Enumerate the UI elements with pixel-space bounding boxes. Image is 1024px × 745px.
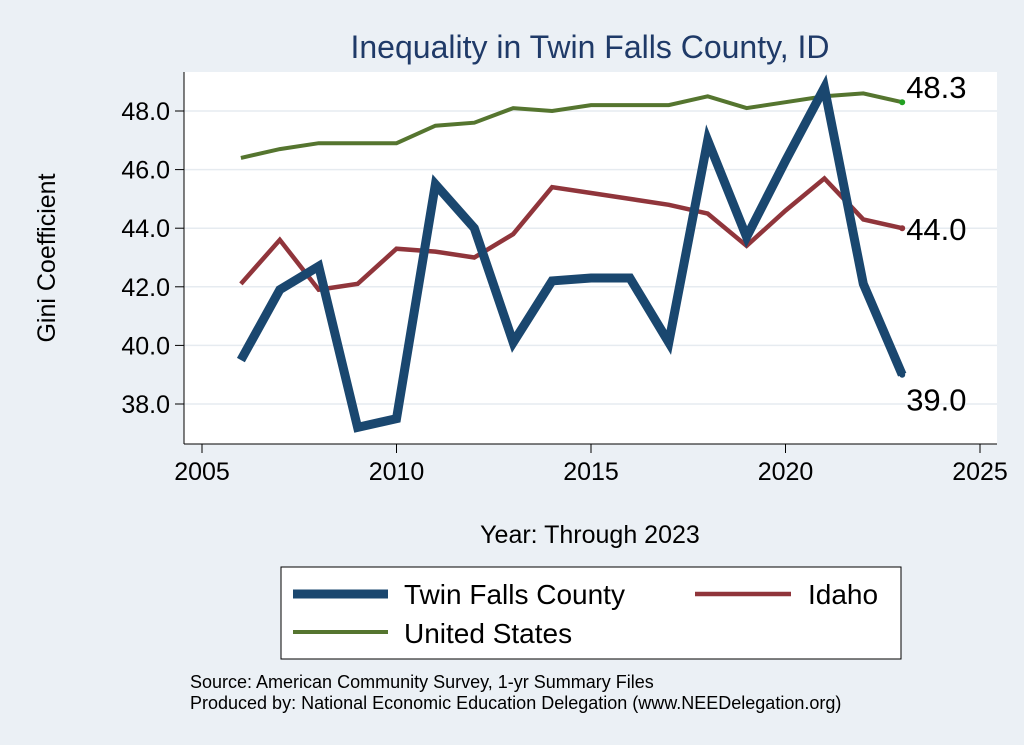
- y-tick-label: 44.0: [121, 215, 170, 243]
- series-lines: [236, 74, 907, 433]
- source-note: Source: American Community Survey, 1-yr …: [190, 672, 654, 692]
- producer-note: Produced by: National Economic Education…: [190, 693, 841, 713]
- series-line-twin-falls-county: [236, 74, 907, 433]
- legend-label: Idaho: [808, 579, 878, 610]
- axes: 38.0 40.0 42.0 44.0 46.0 48.0 2005 2010 2015 2020…: [121, 72, 1008, 486]
- end-label: 39.0: [906, 383, 966, 418]
- y-tick-label: 40.0: [121, 332, 170, 360]
- legend-label: Twin Falls County: [404, 579, 625, 610]
- y-tick-label: 48.0: [121, 98, 170, 126]
- x-tick-label: 2020: [758, 458, 814, 486]
- y-axis-title: Gini Coefficient: [33, 173, 61, 342]
- y-tick-label: 38.0: [121, 391, 170, 419]
- plot-area: [184, 72, 997, 444]
- series-end-point: [899, 225, 906, 232]
- x-tick-label: 2025: [952, 458, 1008, 486]
- legend-box: [280, 566, 902, 660]
- series-end-point: [899, 371, 906, 378]
- end-labels: 39.0 44.0 48.3: [906, 70, 966, 417]
- x-axis-title: Year: Through 2023: [480, 521, 700, 549]
- series-line-united-states: [240, 91, 903, 160]
- series-line-idaho: [239, 175, 903, 293]
- chart-title: Inequality in Twin Falls County, ID: [350, 29, 829, 65]
- x-tick-label: 2010: [369, 458, 425, 486]
- x-tick-label: 2005: [174, 458, 230, 486]
- end-label: 44.0: [906, 212, 966, 247]
- end-label: 48.3: [906, 70, 966, 105]
- y-tick-label: 42.0: [121, 274, 170, 302]
- legend-label: United States: [404, 618, 572, 649]
- y-tick-label: 46.0: [121, 157, 170, 185]
- legend: Twin Falls County Idaho United States: [280, 566, 902, 660]
- series-end-point: [899, 99, 906, 106]
- x-tick-label: 2015: [563, 458, 619, 486]
